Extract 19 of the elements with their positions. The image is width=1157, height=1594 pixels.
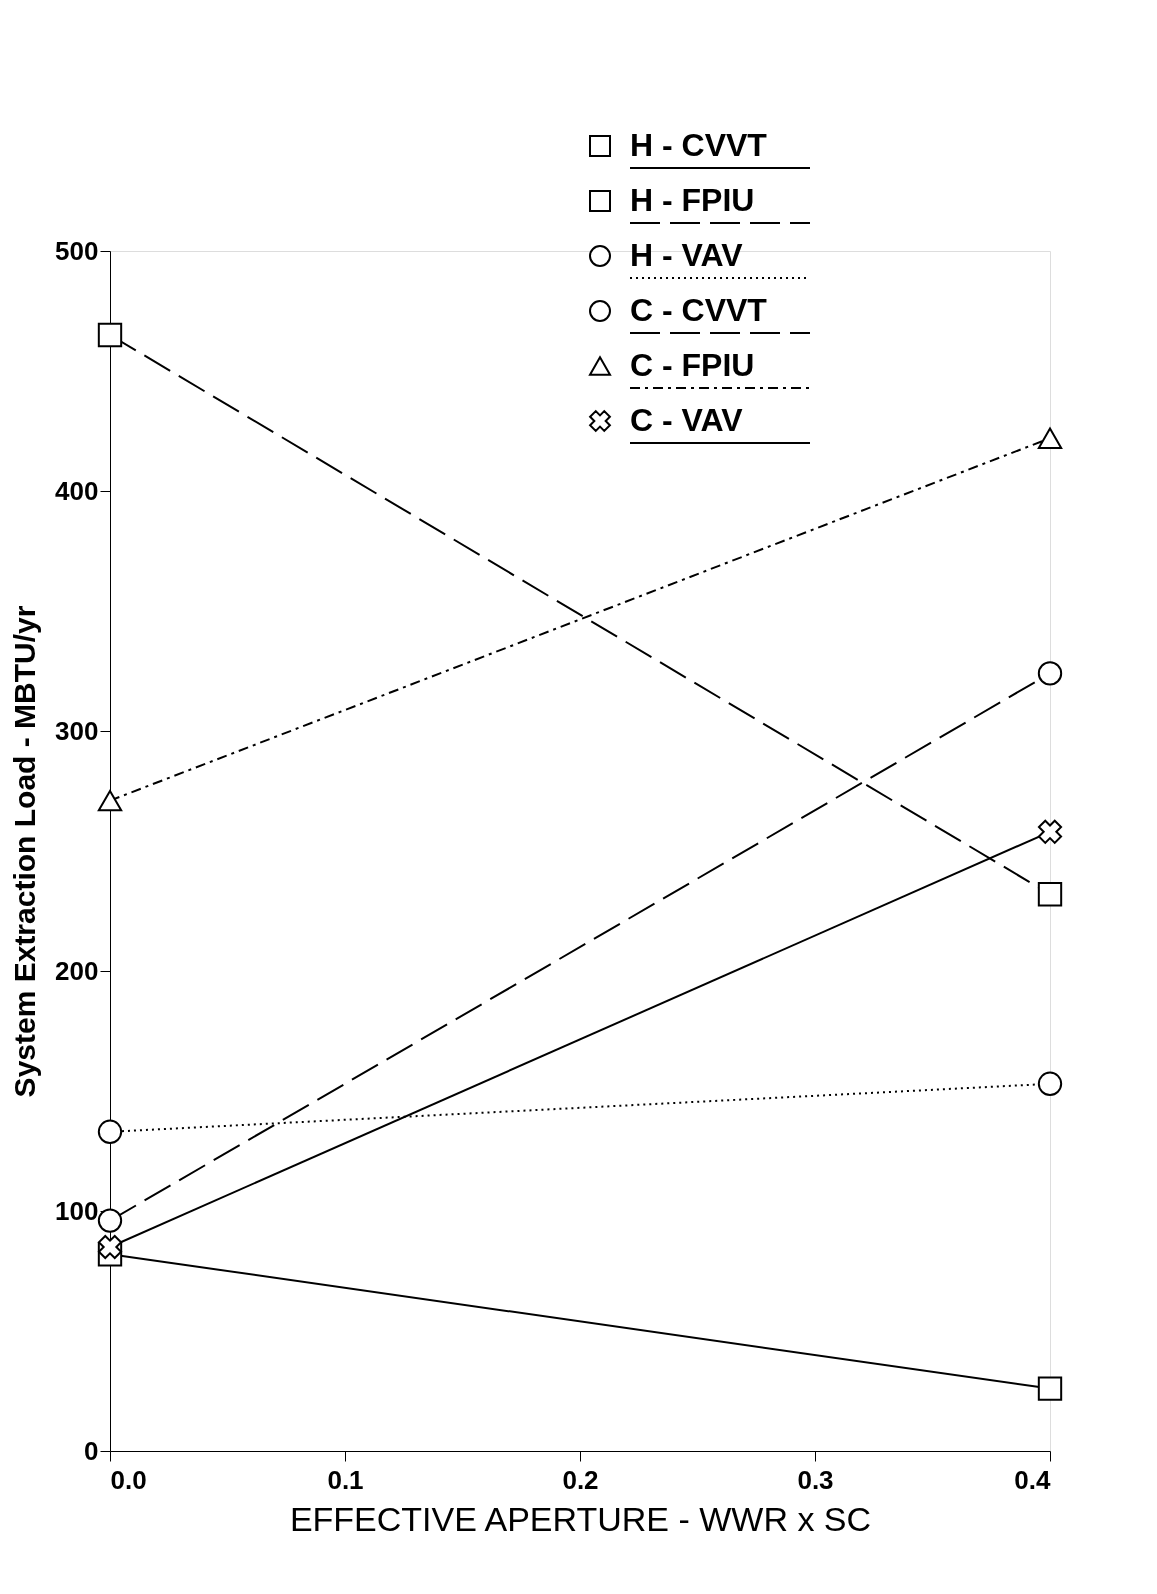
y-tick-label: 100 [55,1195,99,1226]
legend-label: H - FPIU [630,182,755,218]
x-tick-label: 0.2 [562,1464,599,1495]
legend-label: H - CVVT [630,127,768,163]
y-tick-label: 400 [55,475,99,506]
x-tick-label: 0.3 [797,1464,834,1495]
legend-label: C - CVVT [630,292,768,328]
legend-label: C - FPIU [630,347,755,383]
x-tick-label: 0.1 [327,1464,364,1495]
x-axis-title: EFFECTIVE APERTURE - WWR x SC [289,1499,872,1538]
y-axis-title: System Extraction Load - MBTU/yr [8,605,42,1098]
y-tick-label: 0 [84,1435,99,1466]
y-tick-label: 300 [55,715,99,746]
legend-label: C - VAV [630,402,744,438]
legend-label: H - VAV [630,237,744,273]
y-tick-label: 500 [55,235,99,266]
x-tick-label: 0.0 [110,1464,147,1495]
y-tick-label: 200 [55,955,99,986]
x-tick-label: 0.4 [1014,1464,1052,1495]
